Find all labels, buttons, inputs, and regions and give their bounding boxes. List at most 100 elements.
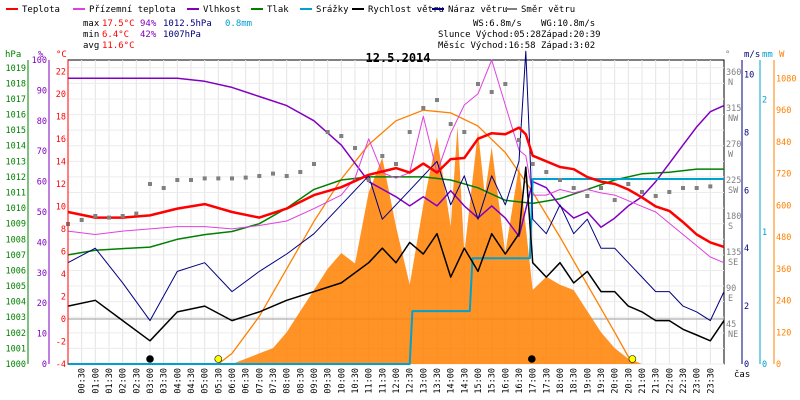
dir-tick-deg: 45 (726, 320, 736, 330)
wind-direction-point (243, 175, 248, 180)
time-tick-label: 00:30 (78, 368, 88, 394)
time-tick-label: 07:00 (255, 368, 265, 394)
time-tick-label: 08:00 (283, 368, 293, 394)
time-tick-label: 03:30 (160, 368, 170, 394)
legend-label: Srážky (316, 5, 349, 15)
time-tick-label: 23:00 (693, 368, 703, 394)
solar-layer (217, 109, 642, 365)
legend-label: Teplota (22, 5, 60, 15)
hpa-tick-label: 1007 (6, 251, 26, 261)
temp-tick-label: -4 (56, 360, 66, 370)
wind-direction-point (161, 186, 166, 190)
wind-direction-point (681, 186, 685, 190)
w-tick-label: 1080 (776, 75, 796, 85)
time-tick-label: 20:30 (624, 368, 634, 394)
stat-max-press: 1012.5hPa (163, 19, 212, 29)
time-tick-label: 11:30 (378, 368, 388, 394)
dir-tick-deg: 315 (726, 104, 741, 114)
ms-tick-label: 2 (744, 302, 749, 312)
time-tick-label: 22:00 (665, 368, 675, 394)
dir-tick-compass: SW (728, 186, 739, 196)
wind-direction-point (120, 214, 125, 218)
time-tick-label: 13:30 (433, 368, 443, 394)
ms-tick-label: 0 (744, 360, 749, 370)
pct-tick-label: 30 (37, 269, 47, 279)
dir-tick-deg: 180 (726, 212, 741, 222)
pct-tick-label: 20 (37, 299, 47, 309)
w-tick-label: 360 (776, 265, 791, 275)
hpa-tick-label: 1015 (6, 126, 26, 136)
series-lines (67, 50, 725, 365)
dir-tick-compass: W (728, 150, 734, 160)
wind-direction-point (544, 170, 549, 174)
time-tick-label: 19:00 (583, 368, 593, 394)
wind-direction-point (694, 186, 699, 190)
wind-direction-point (380, 154, 385, 158)
wind-direction-point (353, 146, 357, 150)
time-tick-label: 15:00 (474, 368, 484, 394)
hpa-tick-label: 1019 (6, 64, 26, 74)
wind-direction-points (66, 82, 713, 226)
ms-axis-label: m/s (744, 50, 760, 60)
hpa-tick-label: 1002 (6, 329, 26, 339)
wind-direction-point (571, 186, 576, 190)
wind-direction-point (612, 198, 617, 202)
hpa-tick-label: 1000 (6, 360, 26, 370)
wind-direction-point (298, 170, 303, 174)
axes: 1019101810171016101510141013101210111010… (6, 56, 797, 394)
hpa-tick-label: 1013 (6, 157, 26, 167)
legend-label: Rychlost větru (368, 5, 444, 15)
time-tick-label: 04:30 (187, 368, 197, 394)
pct-tick-label: 50 (37, 208, 47, 218)
wind-direction-point (558, 178, 562, 182)
dir-tick-deg: 360 (726, 68, 741, 78)
wind-direction-point (189, 178, 193, 182)
time-tick-label: 01:00 (91, 368, 101, 394)
temp-tick-label: 6 (61, 247, 66, 257)
stat-avg-label: avg (83, 41, 99, 51)
time-tick-label: 12:00 (392, 368, 402, 394)
wind-direction-point (339, 134, 344, 138)
wind-direction-point (530, 162, 535, 166)
w-tick-label: 240 (776, 297, 791, 307)
time-tick-label: 18:00 (556, 368, 566, 394)
wind-direction-point (93, 214, 98, 218)
w-tick-label: 720 (776, 170, 791, 180)
legend: Teplota Přízemní teplota Vlhkost Tlak Srážky… (6, 5, 575, 15)
legend-label: Vlhkost (203, 5, 241, 15)
chart-title: 12.5.2014 (365, 51, 430, 65)
wind-direction-point (325, 130, 330, 134)
hpa-tick-label: 1003 (6, 313, 26, 323)
time-tick-label: 05:30 (214, 368, 224, 394)
dir-tick-compass: E (728, 294, 733, 304)
time-tick-label: 09:00 (310, 368, 320, 394)
wind-direction-point (640, 190, 644, 194)
sun-moon-marker (628, 355, 637, 363)
temp-tick-label: 12 (56, 180, 66, 190)
hpa-tick-label: 1008 (6, 235, 26, 245)
mm-tick-label: 0 (762, 360, 767, 370)
time-tick-label: 14:00 (447, 368, 457, 394)
temp-axis-label: °C (56, 50, 67, 60)
wind-direction-point (407, 130, 412, 134)
hpa-tick-label: 1004 (6, 298, 26, 308)
solar-theoretical-line (217, 109, 633, 365)
temp-tick-label: 20 (56, 90, 66, 100)
time-tick-label: 06:30 (242, 368, 252, 394)
pct-tick-label: 60 (37, 178, 47, 188)
wind-direction-point (230, 176, 234, 181)
stats-block: max 17.5°C 94% 1012.5hPa 0.8mm min 6.4°C… (83, 19, 252, 51)
info-wg: WG:10.8m/s (541, 19, 595, 29)
time-tick-label: 15:30 (488, 368, 498, 394)
wind-direction-point (585, 194, 590, 198)
time-tick-label: 13:00 (419, 368, 429, 394)
mm-tick-label: 2 (762, 96, 767, 106)
hpa-tick-label: 1011 (6, 189, 26, 199)
wind-direction-point (421, 106, 426, 110)
event-markers (146, 355, 637, 363)
temp-tick-label: 0 (61, 315, 66, 325)
hpa-tick-label: 1005 (6, 282, 26, 292)
wind-direction-point (448, 122, 453, 126)
w-tick-label: 600 (776, 201, 791, 211)
pct-tick-label: 0 (42, 360, 47, 370)
